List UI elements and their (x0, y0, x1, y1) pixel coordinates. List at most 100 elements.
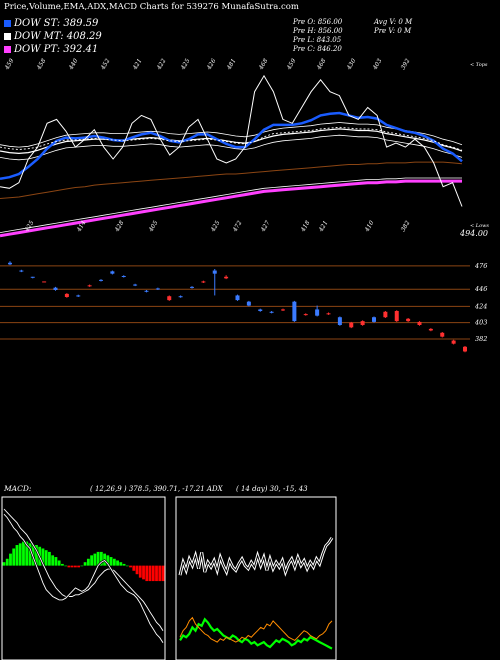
macd-histogram-bar (99, 551, 103, 566)
macd-panel-frame (1, 496, 166, 660)
candle-body (110, 271, 115, 274)
macd-histogram-bar (93, 553, 97, 566)
macd-histogram-bar (25, 541, 29, 566)
macd-histogram-bar (80, 565, 84, 567)
level-label: 476 (474, 262, 487, 270)
macd-histogram-bar (106, 555, 110, 566)
macd-histogram-bar (12, 548, 16, 566)
macd-line-shadow (3, 513, 164, 644)
macd-histogram-bar (145, 565, 149, 582)
macd-histogram-bar (57, 560, 61, 566)
tops-marker: < Tops (470, 62, 488, 68)
macd-title: MACD: (4, 484, 32, 493)
pre-high: Pre H: 856.00 (293, 27, 343, 35)
macd-histogram-bar (148, 565, 152, 582)
dow-pt-outline (0, 177, 462, 233)
low-label: 472 (231, 219, 243, 233)
top-label: 481 (225, 58, 237, 72)
macd-histogram-bar (151, 565, 155, 582)
macd-histogram-bar (22, 541, 25, 566)
adx-white-line-inner (179, 537, 333, 576)
candle-body (303, 314, 308, 316)
candle-body (258, 309, 263, 311)
low-label: 418 (299, 219, 311, 233)
legend-item-dow-st: DOW ST: 389.59 (4, 18, 98, 29)
candle-body (144, 290, 149, 292)
macd-histogram-bar (135, 565, 139, 575)
macd-histogram-bar (132, 565, 136, 571)
top-label: 468 (315, 57, 327, 71)
candle-body (121, 276, 126, 277)
top-label: 440 (67, 57, 79, 71)
macd-histogram-bar (155, 565, 158, 582)
ema-100-line (0, 161, 463, 199)
dow-mt-line (0, 128, 463, 155)
candle-body (281, 309, 285, 311)
macd-histogram-bar (96, 551, 100, 566)
macd-histogram-bar (116, 560, 119, 566)
candle-body (64, 293, 69, 297)
macd-histogram-bar (119, 562, 123, 566)
low-label: 382 (400, 219, 412, 233)
macd-histogram-bar (142, 565, 145, 580)
dow-pt-swatch (4, 46, 11, 53)
candle-body (440, 332, 445, 337)
macd-histogram-bar (44, 550, 48, 566)
macd-histogram-bar (77, 565, 81, 568)
macd-histogram-bar (109, 557, 113, 566)
candle-body (167, 296, 172, 301)
macd-histogram-bar (73, 565, 77, 568)
adx-green-line (179, 617, 333, 650)
close-price-line (0, 74, 463, 207)
dow-mt-swatch (4, 33, 11, 40)
low-label: 421 (317, 220, 329, 234)
dow-st-label: DOW ST: 389.59 (14, 18, 99, 29)
candle-body (463, 346, 467, 352)
macd-values: ( 12,26,9 ) 378.5, 390.71, -17.21 ADX (90, 485, 223, 493)
candle-body (326, 313, 331, 315)
macd-histogram-bar (28, 543, 32, 566)
low-label: 428 (113, 219, 125, 233)
top-label: 430 (345, 57, 357, 71)
level-label: 424 (474, 302, 487, 310)
candle-body (178, 296, 183, 298)
candle-body (190, 286, 194, 288)
candle-body (155, 288, 160, 290)
macd-histogram-bar (64, 565, 68, 567)
top-label: 459 (285, 57, 297, 71)
macd-histogram-bar (18, 543, 22, 566)
macd-histogram-bar (5, 558, 9, 566)
macd-histogram-bar (83, 562, 87, 566)
macd-histogram-bar (125, 565, 129, 567)
top-label: 468 (257, 57, 269, 71)
macd-histogram-bar (51, 555, 55, 566)
candle-body (394, 311, 399, 322)
current-price-label: 494.00 (460, 229, 488, 238)
macd-histogram-bar (54, 557, 58, 566)
candle-body (8, 262, 12, 265)
top-label: 426 (205, 57, 217, 71)
low-label: 425 (209, 219, 221, 233)
top-label: 403 (371, 57, 383, 71)
macd-histogram-bar (15, 545, 19, 566)
pre-low: Pre L: 843.05 (293, 36, 342, 44)
avg-volume: Avg V: 0 M (374, 18, 413, 26)
low-label: 410 (363, 219, 375, 233)
level-label: 446 (474, 285, 487, 293)
macd-histogram-bar (2, 562, 6, 566)
macd-histogram-bar (9, 553, 12, 566)
candle-body (224, 276, 229, 279)
top-label: 422 (155, 57, 167, 71)
candle-body (372, 317, 376, 322)
candle-body (349, 322, 354, 328)
candle-body (53, 287, 58, 290)
macd-histogram-bar (161, 565, 165, 582)
macd-histogram-bar (122, 563, 126, 566)
candle-body (201, 281, 206, 283)
candle-body (76, 295, 81, 297)
candle-body (315, 309, 320, 316)
candle-body (428, 328, 433, 331)
macd-line (3, 513, 164, 644)
ema-20-line (0, 126, 463, 151)
